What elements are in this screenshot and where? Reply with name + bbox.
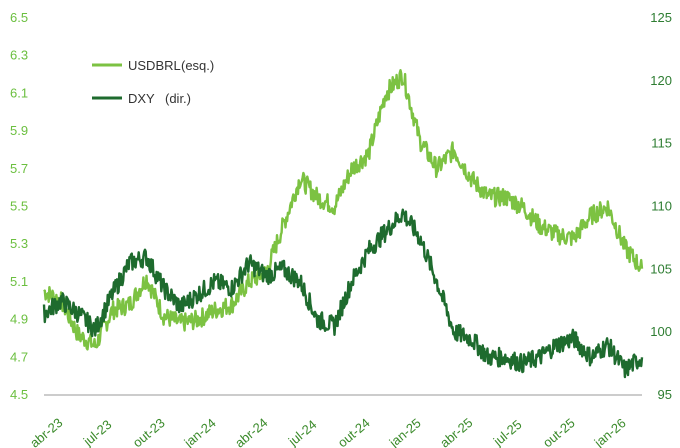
y-right-tick-label: 100: [650, 324, 672, 339]
x-tick-label: abr-24: [232, 415, 270, 448]
legend-axis-dxy: (dir.): [165, 91, 191, 106]
x-tick-label: jan-25: [386, 415, 424, 448]
x-tick-label: jan-24: [181, 415, 219, 448]
y-left-tick-label: 4.5: [10, 387, 28, 402]
y-right-tick-label: 115: [651, 136, 672, 151]
legend-label-usdbrl: USDBRL: [128, 58, 181, 73]
y-right-tick-label: 110: [651, 199, 672, 214]
x-tick-label: out-23: [130, 415, 168, 448]
y-left-tick-label: 5.5: [10, 199, 28, 214]
y-left-tick-label: 6.1: [10, 85, 28, 100]
legend: USDBRL (esq.) DXY (dir.): [92, 58, 214, 106]
y-left-tick-label: 6.5: [10, 10, 28, 25]
x-tick-label: out-25: [540, 415, 578, 448]
y-left-tick-label: 5.9: [10, 123, 28, 138]
legend-axis-usdbrl: (esq.): [181, 58, 214, 73]
x-tick-label: jan-26: [591, 415, 629, 448]
y-left-tick-label: 6.3: [10, 48, 28, 63]
y-right-tick-label: 95: [658, 387, 672, 402]
right-axis-ticks: 95 100 105 110 115 120 125: [650, 10, 672, 402]
series-lines: [44, 70, 642, 377]
y-left-tick-label: 4.9: [10, 312, 28, 327]
legend-label-dxy: DXY: [128, 91, 155, 106]
y-right-tick-label: 125: [650, 10, 672, 25]
x-tick-label: jul-24: [285, 417, 320, 448]
x-tick-label: abr-23: [27, 415, 65, 448]
left-axis-ticks: 4.5 4.7 4.9 5.1 5.3 5.5 5.7 5.9 6.1 6.3 6.5: [10, 10, 28, 402]
y-right-tick-label: 120: [650, 73, 672, 88]
x-tick-label: jul-23: [80, 417, 115, 448]
y-left-tick-label: 5.7: [10, 161, 28, 176]
y-left-tick-label: 5.3: [10, 236, 28, 251]
y-left-tick-label: 4.7: [10, 349, 28, 364]
y-left-tick-label: 5.1: [10, 274, 28, 289]
x-axis-ticks: abr-23 jul-23 out-23 jan-24 abr-24 jul-24 out-…: [27, 415, 629, 448]
x-tick-label: out-24: [335, 415, 373, 448]
x-tick-label: jul-25: [490, 417, 525, 448]
x-tick-label: abr-25: [437, 415, 475, 448]
y-right-tick-label: 105: [650, 261, 672, 276]
